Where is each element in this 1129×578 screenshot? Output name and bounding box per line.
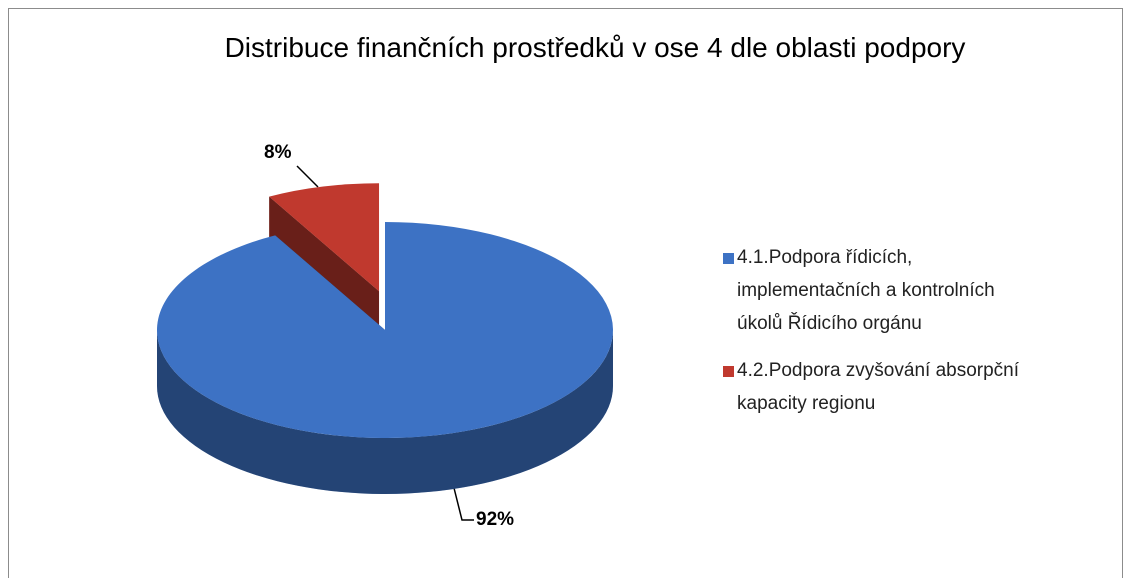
slice-shade xyxy=(157,330,613,494)
legend-swatch xyxy=(723,366,734,377)
legend-label: 4.2.Podpora zvyšování absorpční kapacity… xyxy=(737,360,1020,414)
data-label: 8% xyxy=(264,142,292,163)
leader-line xyxy=(453,487,474,521)
leader-line xyxy=(296,165,319,188)
chart-title: Distribuce finančních prostředků v ose 4… xyxy=(224,32,966,63)
slice-side xyxy=(157,330,613,494)
data-label: 92% xyxy=(476,509,515,530)
slice xyxy=(269,183,380,292)
slice xyxy=(156,222,613,438)
legend-label: 4.1.Podpora řídicích, implementačních a … xyxy=(737,247,995,334)
legend-swatch xyxy=(723,253,734,264)
frame xyxy=(8,8,1123,578)
